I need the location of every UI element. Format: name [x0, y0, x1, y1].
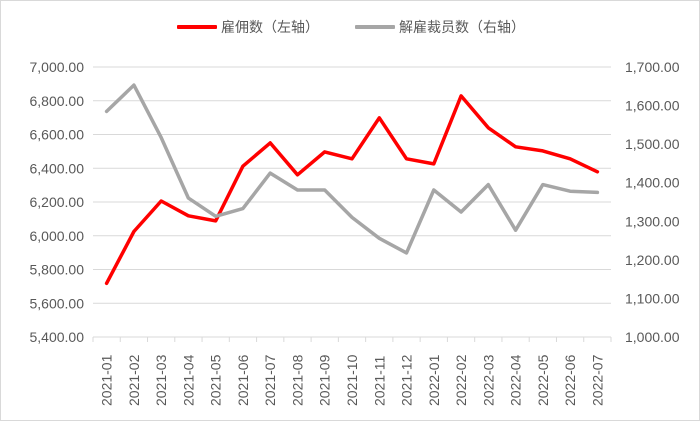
y-right-tick-label: 1,100.00	[625, 290, 680, 306]
y-left-tick-label: 6,200.00	[30, 194, 85, 210]
legend-label: 解雇裁员数（右轴）	[399, 20, 525, 36]
x-tick-label: 2021-07	[262, 354, 278, 406]
series-lines	[104, 83, 600, 286]
x-tick-label: 2021-01	[99, 354, 115, 406]
legend-item-layoffs: 解雇裁员数（右轴）	[355, 17, 525, 37]
x-tick-label: 2021-10	[344, 354, 360, 406]
y-left-tick-label: 6,400.00	[30, 160, 85, 176]
x-tick-label: 2021-08	[289, 354, 305, 406]
y-left-tick-label: 5,600.00	[30, 295, 85, 311]
legend-label: 雇佣数（左轴）	[221, 20, 319, 36]
x-tick-label: 2021-12	[399, 354, 415, 406]
y-right-tick-label: 1,400.00	[625, 175, 680, 191]
y-right-tick-label: 1,500.00	[625, 136, 680, 152]
y-left-tick-label: 6,600.00	[30, 127, 85, 143]
x-tick-label: 2022-07	[589, 354, 605, 406]
y-left-tick-label: 5,400.00	[30, 329, 85, 345]
y-left-tick-label: 6,000.00	[30, 228, 85, 244]
y-left-tick-label: 5,800.00	[30, 262, 85, 278]
layoffs-line	[104, 83, 600, 255]
x-tick-label: 2021-02	[126, 354, 142, 406]
gridlines	[93, 66, 611, 304]
x-tick-label: 2022-01	[426, 354, 442, 406]
x-tick-label: 2021-03	[153, 354, 169, 406]
y-right-tick-label: 1,700.00	[625, 59, 680, 75]
y-left-tick-label: 6,800.00	[30, 93, 85, 109]
x-tick-label: 2022-06	[562, 354, 578, 406]
legend-swatch-gray	[355, 25, 395, 29]
x-tick-label: 2021-09	[317, 354, 333, 406]
x-tick-label: 2021-04	[180, 354, 196, 406]
x-axis: 2021-01 2021-02 2021-03 2021-04 2021-05 2021-…	[92, 336, 612, 406]
y-left-tick-label: 7,000.00	[30, 59, 85, 75]
y-axis-right: 1,000.00 1,100.00 1,200.00 1,300.00 1,400.00…	[625, 59, 680, 345]
y-axis-left: 5,400.00 5,600.00 5,800.00 6,000.00 6,200.00…	[30, 59, 85, 345]
y-right-tick-label: 1,200.00	[625, 252, 680, 268]
y-right-tick-label: 1,000.00	[625, 329, 680, 345]
y-right-tick-label: 1,300.00	[625, 213, 680, 229]
x-tick-label: 2022-05	[535, 354, 551, 406]
x-tick-label: 2021-05	[208, 354, 224, 406]
hires-line	[104, 94, 600, 286]
legend: 雇佣数（左轴） 解雇裁员数（右轴）	[1, 17, 700, 37]
x-tick-label: 2021-11	[371, 355, 387, 406]
x-tick-label: 2021-06	[235, 354, 251, 406]
x-tick-label: 2022-04	[508, 354, 524, 406]
y-right-tick-label: 1,600.00	[625, 98, 680, 114]
x-tick-label: 2022-02	[453, 354, 469, 406]
x-tick-label: 2022-03	[480, 354, 496, 406]
legend-item-hires: 雇佣数（左轴）	[177, 17, 319, 37]
legend-swatch-red	[177, 25, 217, 29]
